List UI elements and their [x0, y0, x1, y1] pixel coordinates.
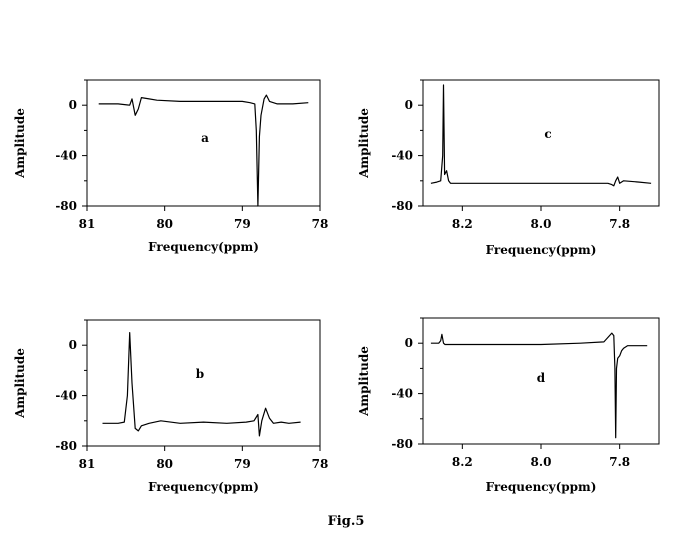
- panel-a-letter: a: [201, 131, 209, 145]
- panel-d-ytick-label: -40: [391, 387, 413, 401]
- panel-a-ytick-label: -80: [55, 199, 77, 213]
- panel-a-xtick-label: 80: [156, 217, 173, 231]
- panel-c-xlabel: Frequency(ppm): [486, 243, 597, 257]
- panel-d-ytick-label: -80: [391, 437, 413, 451]
- panel-c-frame: [422, 79, 660, 207]
- panel-b-letter: b: [196, 367, 204, 381]
- panel-a-xtick-label: 78: [312, 217, 329, 231]
- panel-a-xtick-label: 79: [234, 217, 251, 231]
- panel-c-letter: c: [544, 127, 551, 141]
- panel-a-xlabel: Frequency(ppm): [148, 240, 259, 254]
- panel-b-ytick-label: 0: [69, 338, 77, 352]
- panel-b-xtick-label: 81: [79, 457, 96, 471]
- panel-d-ytick-label: 0: [405, 336, 413, 350]
- panel-a-ylabel: Amplitude: [13, 108, 27, 179]
- panel-a-series-line: [98, 94, 309, 207]
- panel-b-ylabel: Amplitude: [13, 348, 27, 419]
- panel-b-xlabel: Frequency(ppm): [148, 480, 259, 494]
- figure-caption: Fig.5: [327, 514, 365, 529]
- panel-b-xtick-label: 80: [156, 457, 173, 471]
- panel-a-xtick-label: 81: [79, 217, 96, 231]
- panel-a-frame: [86, 79, 321, 207]
- panel-c-ytick-label: -80: [391, 199, 413, 213]
- panel-b-ytick-label: -40: [55, 389, 77, 403]
- panel-b-ytick-label: -80: [55, 439, 77, 453]
- panel-c-ylabel: Amplitude: [357, 108, 371, 179]
- panel-c-xtick-label: 8.2: [452, 217, 473, 231]
- panel-c-ytick-label: -40: [391, 149, 413, 163]
- panel-b-xtick-label: 78: [312, 457, 329, 471]
- panel-d-ylabel: Amplitude: [357, 346, 371, 417]
- panel-a-ytick-label: -40: [55, 149, 77, 163]
- panel-c-series-line: [430, 84, 652, 187]
- panel-d-xtick-label: 8.2: [452, 455, 473, 469]
- panel-a-ytick-label: 0: [69, 98, 77, 112]
- panel-d-letter: d: [537, 371, 546, 385]
- panel-c-xtick-label: 8.0: [531, 217, 552, 231]
- panel-b-series-line: [102, 332, 301, 437]
- panel-d-xlabel: Frequency(ppm): [486, 480, 597, 494]
- panel-b-frame: [86, 319, 321, 447]
- panel-d-xtick-label: 7.8: [609, 455, 630, 469]
- panel-d-xtick-label: 8.0: [531, 455, 552, 469]
- panel-c-ytick-label: 0: [405, 98, 413, 112]
- panel-b-xtick-label: 79: [234, 457, 251, 471]
- panel-c-xtick-label: 7.8: [609, 217, 630, 231]
- panel-d-series-line: [430, 332, 648, 439]
